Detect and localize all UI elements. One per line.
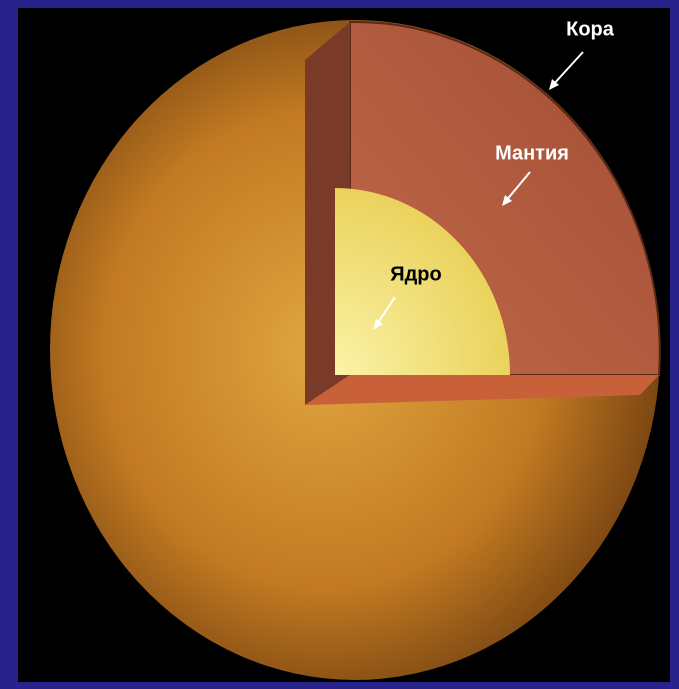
core-label: Ядро [390,263,442,285]
cut-face-bottom [305,375,659,405]
core [335,188,510,375]
core-arrow [375,296,396,327]
crust-arrowhead [549,79,559,90]
mantle-label: Мантия [495,142,569,164]
crust-arrow [551,51,584,87]
core-arrowhead [373,319,383,330]
mantle-arrow [504,171,531,203]
mantle-arrowhead [502,195,512,206]
crust-label: Кора [566,18,615,40]
